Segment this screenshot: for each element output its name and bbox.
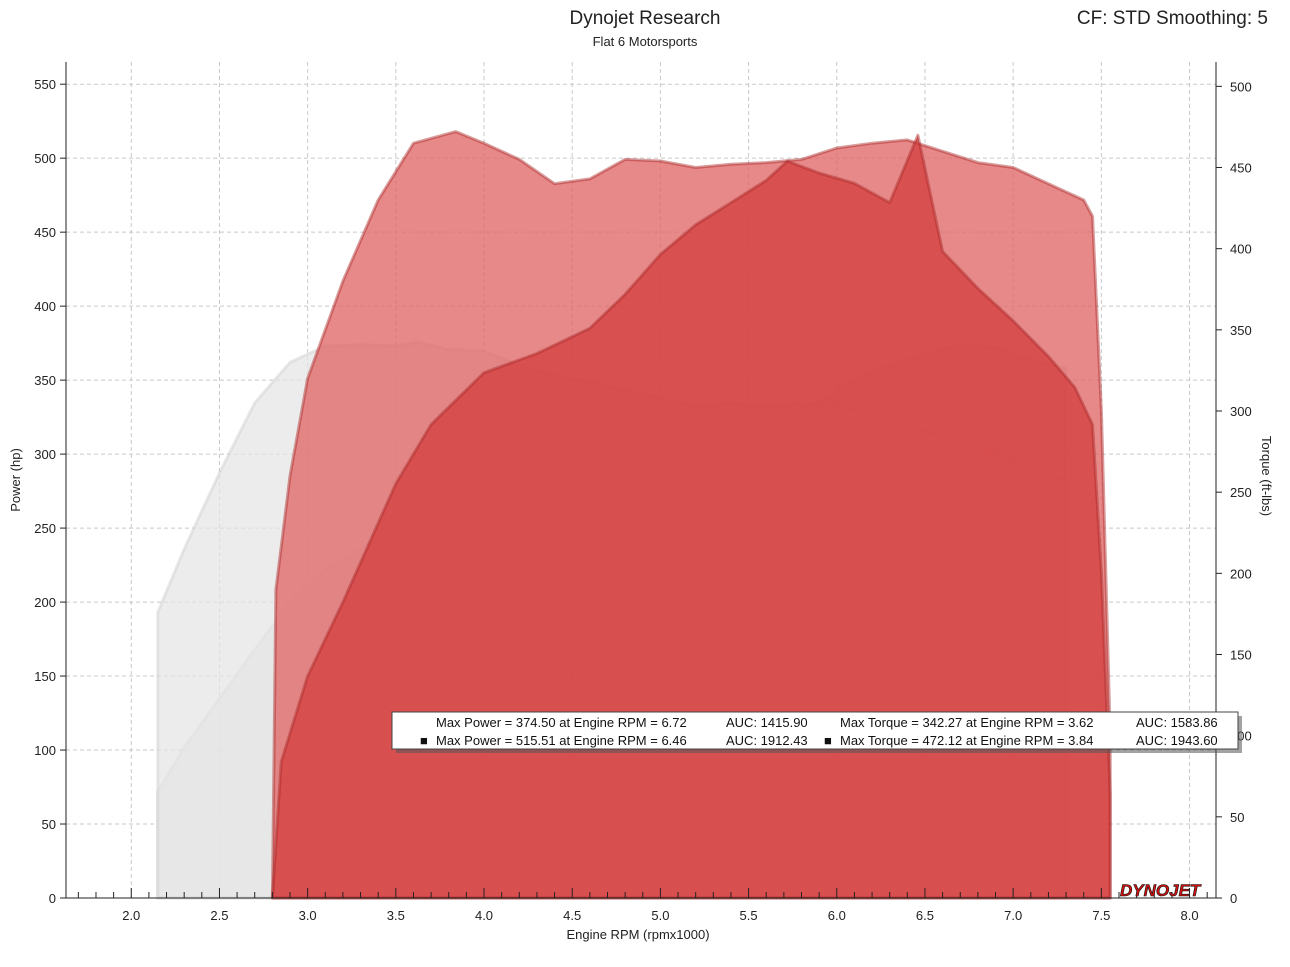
- x-tick-label: 4.5: [563, 908, 581, 923]
- x-ticks: 2.0 2.5 3.0 3.5 4.0 4.5 5.0 5.5 6.0 6.5 7.0 7.5 8.0: [77, 888, 1208, 923]
- y-tick-label: 0: [49, 891, 56, 906]
- chart-title: Dynojet Research: [569, 8, 721, 29]
- y-ticks-left: 0 50 100 150 200 250 300 350 400 450 500 550: [34, 77, 66, 906]
- x-tick-label: 6.0: [828, 908, 846, 923]
- x-tick-label: 8.0: [1181, 908, 1199, 923]
- x-tick-label: 4.0: [475, 908, 493, 923]
- series-layer: [156, 130, 1112, 900]
- y2-tick-label: 400: [1230, 242, 1252, 257]
- y-axis-title: Power (hp): [8, 448, 23, 512]
- correction-factor-info: CF: STD Smoothing: 5: [1076, 8, 1268, 29]
- y-tick-label: 350: [34, 373, 56, 388]
- y-tick-label: 550: [34, 77, 56, 92]
- x-tick-label: 7.0: [1004, 908, 1022, 923]
- series-run2-power-area: [270, 133, 1112, 900]
- y2-tick-label: 350: [1230, 323, 1252, 338]
- x-tick-label: 5.5: [740, 908, 758, 923]
- y2-tick-label: 500: [1230, 79, 1252, 94]
- legend-box: Max Power = 374.50 at Engine RPM = 6.72 …: [391, 711, 1242, 753]
- y-tick-label: 300: [34, 447, 56, 462]
- dynojet-logo: DYNOJET: [1120, 881, 1202, 900]
- legend-run1-power-auc: AUC: 1415.90: [726, 715, 808, 730]
- y-tick-label: 250: [34, 521, 56, 536]
- x-tick-label: 5.0: [651, 908, 669, 923]
- x-axis-title: Engine RPM (rpmx1000): [566, 927, 709, 942]
- legend-run1-torque-auc: AUC: 1583.86: [1136, 715, 1218, 730]
- legend-marker-run2: ■: [420, 733, 428, 748]
- y2-tick-label: 450: [1230, 161, 1252, 176]
- chart-subtitle: Flat 6 Motorsports: [592, 34, 698, 49]
- x-tick-label: 2.5: [210, 908, 228, 923]
- y-tick-label: 200: [34, 595, 56, 610]
- y2-tick-label: 50: [1230, 810, 1244, 825]
- y-tick-label: 400: [34, 299, 56, 314]
- legend-run2-power: Max Power = 515.51 at Engine RPM = 6.46: [436, 733, 687, 748]
- x-tick-label: 3.5: [387, 908, 405, 923]
- legend-run1-power: Max Power = 374.50 at Engine RPM = 6.72: [436, 715, 687, 730]
- y-tick-label: 50: [42, 817, 56, 832]
- legend-run1-torque: Max Torque = 342.27 at Engine RPM = 3.62: [840, 715, 1093, 730]
- legend-marker-run2-torque: ■: [824, 733, 832, 748]
- y-tick-label: 500: [34, 151, 56, 166]
- y2-tick-label: 300: [1230, 404, 1252, 419]
- y2-axis-title: Torque (ft-lbs): [1259, 436, 1274, 516]
- legend-run2-torque: Max Torque = 472.12 at Engine RPM = 3.84: [840, 733, 1093, 748]
- y2-tick-label: 200: [1230, 566, 1252, 581]
- legend-run2-torque-auc: AUC: 1943.60: [1136, 733, 1218, 748]
- y-tick-label: 450: [34, 225, 56, 240]
- x-tick-label: 6.5: [916, 908, 934, 923]
- y-tick-label: 100: [34, 743, 56, 758]
- y2-tick-label: 0: [1230, 891, 1237, 906]
- legend-background: [391, 711, 1239, 750]
- legend-run2-power-auc: AUC: 1912.43: [726, 733, 808, 748]
- y2-tick-label: 150: [1230, 648, 1252, 663]
- x-tick-label: 7.5: [1092, 908, 1110, 923]
- y2-tick-label: 250: [1230, 485, 1252, 500]
- x-tick-label: 3.0: [299, 908, 317, 923]
- y-tick-label: 150: [34, 669, 56, 684]
- x-tick-label: 2.0: [122, 908, 140, 923]
- axes: [65, 62, 1217, 899]
